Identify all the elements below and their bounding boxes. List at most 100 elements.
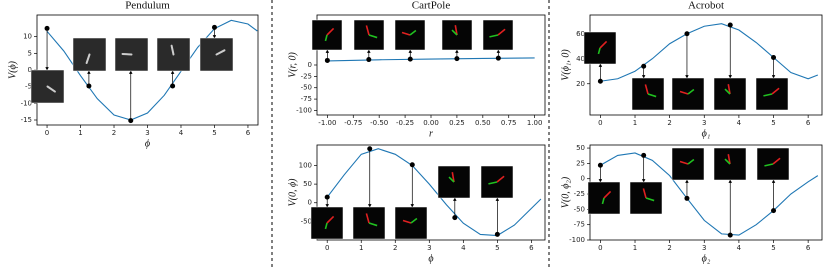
thumbnail-link — [724, 158, 731, 165]
thumbnail-link — [724, 88, 731, 95]
thumbnail-rod — [121, 52, 133, 56]
thumbnail-link — [410, 217, 418, 224]
y-tick-label: -50 — [301, 217, 312, 225]
x-tick-label: 3 — [702, 244, 706, 252]
x-tick-label: 0.50 — [475, 119, 491, 127]
y-tick-label: 25 — [576, 159, 585, 167]
x-tick-label: 3 — [145, 129, 149, 137]
value-line — [327, 57, 535, 62]
thumbnail-link — [771, 87, 780, 95]
x-tick-label: 0.75 — [501, 119, 517, 127]
thumbnail-link — [401, 31, 411, 36]
state-point — [128, 118, 134, 124]
state-point — [684, 195, 690, 201]
x-tick-label: 2 — [667, 119, 671, 127]
thumbnail-link — [451, 172, 455, 183]
x-tick-label: 5 — [495, 244, 499, 252]
thumbnail-link — [365, 213, 370, 224]
thumbnail-link — [763, 93, 773, 97]
x-tick-label: 1.00 — [527, 119, 543, 127]
y-tick-label: -10 — [21, 99, 32, 107]
state-point — [684, 31, 690, 37]
state-point — [452, 215, 458, 221]
y-tick-label: 5 — [28, 49, 32, 57]
x-tick-label: -0.75 — [344, 119, 362, 127]
x-tick-label: 4 — [737, 244, 742, 252]
state-point — [494, 231, 500, 237]
state-point — [727, 22, 733, 28]
thumbnail-link — [764, 163, 774, 167]
state-thumbnail — [631, 77, 665, 111]
state-point — [367, 146, 373, 152]
x-tick-label: -0.25 — [396, 119, 414, 127]
chart-title: Acrobot — [688, 0, 724, 12]
thumbnail-rod — [170, 44, 175, 56]
thumbnail-link — [599, 40, 608, 49]
thumbnail-link — [496, 175, 505, 183]
thumbnail-link — [642, 188, 647, 199]
y-tick-label: 0 — [581, 175, 585, 183]
thumbnail-link — [489, 34, 499, 38]
state-thumbnail — [156, 37, 191, 72]
state-point — [170, 83, 176, 89]
thumbnail-link — [679, 160, 689, 165]
state-point — [771, 208, 777, 214]
thumbnail-link — [402, 219, 412, 224]
y-tick-label: 10 — [23, 33, 32, 41]
state-point — [409, 162, 415, 168]
state-thumbnail — [671, 147, 705, 181]
thumbnail-link — [727, 84, 731, 95]
state-point — [597, 162, 603, 168]
thumbnail-link — [326, 215, 335, 224]
thumbnail-link — [497, 28, 506, 36]
x-tick-label: 1 — [633, 244, 637, 252]
thumbnail-link — [687, 88, 695, 95]
y-tick-label: -5 — [25, 83, 32, 91]
chart-title: Pendulum — [125, 0, 170, 12]
x-tick-label: 1 — [633, 119, 637, 127]
thumbnail-rod — [46, 85, 56, 93]
value-line — [46, 19, 258, 121]
thumbnail-rod — [215, 49, 226, 56]
x-tick-label: 0.00 — [423, 119, 439, 127]
state-point — [44, 25, 50, 31]
y-tick-label: 0 — [28, 66, 32, 74]
state-point — [86, 83, 92, 89]
y-tick-label: -25 — [574, 190, 585, 198]
x-tick-label: 1 — [359, 244, 363, 252]
value-line — [600, 23, 819, 82]
state-point — [641, 152, 647, 158]
y-axis-label: V(ϕ) — [7, 60, 18, 79]
y-tick-label: 0 — [308, 61, 312, 69]
x-axis-label: ϕ — [428, 253, 433, 264]
thumbnail-link — [488, 181, 498, 185]
x-tick-label: 2 — [667, 244, 671, 252]
thumbnail-link — [597, 47, 601, 55]
thumbnail-rod — [85, 53, 91, 65]
x-tick-label: 6 — [246, 129, 251, 137]
y-tick-label: -75 — [574, 221, 585, 229]
thumbnail-link — [647, 93, 657, 98]
thumbnail-link — [601, 197, 605, 205]
x-axis-label: ϕ₁ — [702, 128, 711, 139]
x-tick-label: 4 — [461, 244, 466, 252]
y-axis-label: V(0, ϕ₂) — [560, 176, 571, 208]
x-tick-label: 6 — [806, 119, 811, 127]
x-axis-label: r — [429, 128, 433, 139]
thumbnail-link — [454, 25, 458, 36]
x-tick-label: 3 — [702, 119, 706, 127]
y-tick-label: -25 — [301, 72, 312, 80]
x-tick-label: 2 — [112, 129, 116, 137]
y-tick-label: 20 — [576, 80, 585, 88]
x-axis-label: ϕ — [145, 138, 150, 149]
thumbnail-link — [687, 158, 695, 165]
thumbnail-link — [448, 176, 455, 183]
x-tick-label: 0 — [598, 244, 602, 252]
x-tick-label: 6 — [806, 244, 811, 252]
state-point — [641, 63, 647, 69]
state-point — [597, 78, 603, 84]
y-tick-label: -75 — [301, 95, 312, 103]
x-tick-label: 6 — [529, 244, 534, 252]
thumbnail-link — [772, 157, 781, 165]
